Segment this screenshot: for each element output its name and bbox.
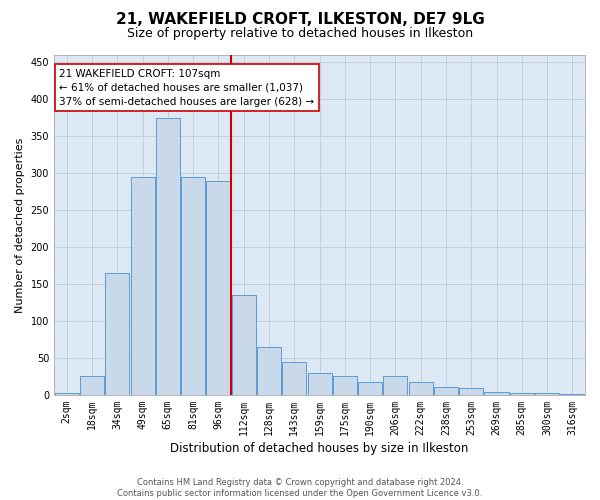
Text: 21, WAKEFIELD CROFT, ILKESTON, DE7 9LG: 21, WAKEFIELD CROFT, ILKESTON, DE7 9LG <box>116 12 484 28</box>
Bar <box>181 177 205 395</box>
Bar <box>510 394 534 395</box>
X-axis label: Distribution of detached houses by size in Ilkeston: Distribution of detached houses by size … <box>170 442 469 455</box>
Bar <box>131 177 155 395</box>
Bar <box>55 394 79 395</box>
Bar <box>358 382 382 395</box>
Bar <box>459 388 483 395</box>
Bar <box>282 362 306 395</box>
Bar <box>434 387 458 395</box>
Bar <box>105 273 129 395</box>
Text: Contains HM Land Registry data © Crown copyright and database right 2024.
Contai: Contains HM Land Registry data © Crown c… <box>118 478 482 498</box>
Bar <box>484 392 509 395</box>
Text: Size of property relative to detached houses in Ilkeston: Size of property relative to detached ho… <box>127 28 473 40</box>
Bar <box>560 394 584 395</box>
Bar <box>383 376 407 395</box>
Bar <box>80 376 104 395</box>
Text: 21 WAKEFIELD CROFT: 107sqm
← 61% of detached houses are smaller (1,037)
37% of s: 21 WAKEFIELD CROFT: 107sqm ← 61% of deta… <box>59 68 314 106</box>
Bar <box>333 376 357 395</box>
Bar <box>409 382 433 395</box>
Bar <box>156 118 180 395</box>
Y-axis label: Number of detached properties: Number of detached properties <box>15 138 25 312</box>
Bar <box>206 180 230 395</box>
Bar <box>257 347 281 395</box>
Bar <box>232 295 256 395</box>
Bar <box>535 394 559 395</box>
Bar <box>308 373 332 395</box>
